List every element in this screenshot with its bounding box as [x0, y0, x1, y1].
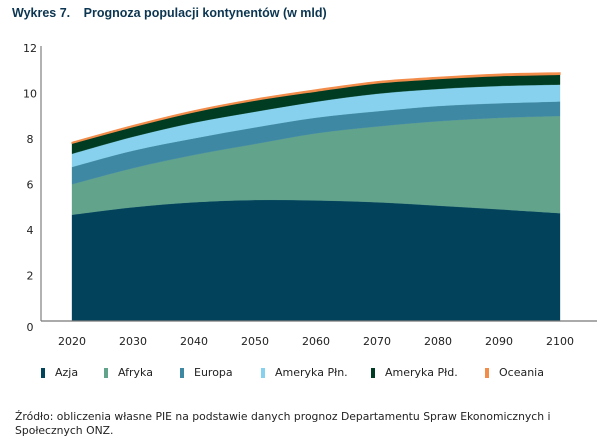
legend-item: Azja	[41, 366, 78, 379]
x-tick-label: 2100	[546, 335, 574, 348]
x-tick-label: 2090	[485, 335, 513, 348]
y-tick-label: 10	[23, 88, 37, 101]
chart-title: Wykres 7. Prognoza populacji kontynentów…	[12, 6, 327, 20]
area-azja	[71, 199, 561, 322]
y-tick-label: 2	[27, 270, 34, 283]
stacked-area-chart: 0 2 4 6 8 10 12 2020 2030 2040 2050 2060 2070 2080 20…	[23, 42, 597, 348]
legend-swatch	[371, 367, 375, 378]
figure-number: Wykres 7.	[12, 6, 71, 20]
x-tick-label: 2040	[180, 335, 208, 348]
legend-label: Ameryka Płd.	[385, 366, 458, 379]
legend-item: Ameryka Płd.	[371, 366, 458, 379]
legend-label: Oceania	[499, 366, 544, 379]
y-tick-label: 8	[27, 133, 34, 146]
legend-swatch	[261, 367, 265, 378]
x-tick-label: 2050	[241, 335, 269, 348]
legend-label: Afryka	[118, 366, 153, 379]
y-tick-label: 0	[27, 321, 34, 334]
y-tick-label: 6	[27, 179, 34, 192]
area-oceania	[71, 72, 561, 145]
legend-item: Europa	[180, 366, 233, 379]
legend-label: Azja	[55, 366, 79, 379]
x-tick-label: 2020	[58, 335, 86, 348]
legend-swatch	[41, 367, 45, 378]
x-tick-label: 2080	[424, 335, 452, 348]
legend-item: Oceania	[485, 366, 544, 379]
legend-swatch	[104, 367, 108, 378]
y-tick-label: 12	[23, 42, 37, 55]
x-tick-label: 2060	[302, 335, 330, 348]
y-tick-label: 4	[27, 224, 34, 237]
legend-item: Afryka	[104, 366, 153, 379]
legend-swatch	[180, 367, 184, 378]
x-tick-label: 2070	[363, 335, 391, 348]
legend-swatch	[485, 367, 489, 378]
legend-label: Ameryka Płn.	[275, 366, 348, 379]
legend-label: Europa	[194, 366, 233, 379]
chart-title-text: Prognoza populacji kontynentów (w mld)	[83, 6, 327, 20]
x-tick-label: 2030	[119, 335, 147, 348]
legend-item: Ameryka Płn.	[261, 366, 348, 379]
source-note: Źródło: obliczenia własne PIE na podstaw…	[15, 410, 551, 437]
legend: Azja Afryka Europa Ameryka Płn. Ameryka Płd.…	[0, 366, 610, 382]
